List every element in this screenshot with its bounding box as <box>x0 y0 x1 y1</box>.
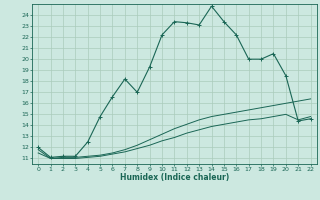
X-axis label: Humidex (Indice chaleur): Humidex (Indice chaleur) <box>120 173 229 182</box>
